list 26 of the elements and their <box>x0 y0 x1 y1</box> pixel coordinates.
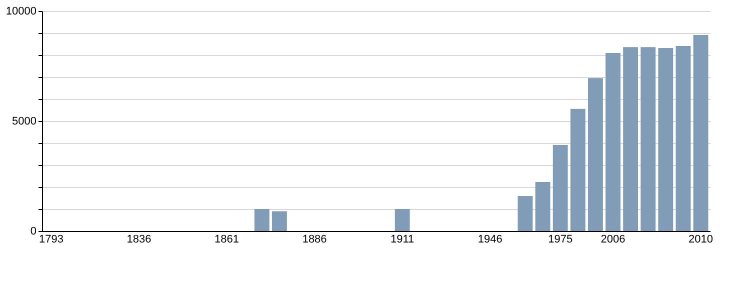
x-tick-label: 1861 <box>214 234 240 246</box>
x-tick-label: 1946 <box>478 234 502 246</box>
x-tick-label: 2010 <box>688 234 714 246</box>
bar <box>623 47 638 231</box>
y-tick-label: 5000 <box>12 116 36 128</box>
bar <box>394 209 410 231</box>
bar <box>640 47 656 231</box>
bar <box>570 108 586 231</box>
x-tick-label: 1975 <box>548 234 573 246</box>
bar <box>272 211 287 231</box>
x-tick-label: 1836 <box>126 234 152 246</box>
x-tick-label: 1886 <box>302 234 327 246</box>
bar <box>552 144 568 231</box>
bar <box>518 196 533 231</box>
bar <box>676 46 691 231</box>
bar <box>658 48 674 231</box>
y-tick-label: 10000 <box>6 6 36 18</box>
bar <box>606 53 620 231</box>
x-tick-label: 2006 <box>600 234 626 246</box>
x-tick-label: 1911 <box>390 234 414 246</box>
bar <box>535 182 550 231</box>
x-tick-label: 1793 <box>38 234 64 246</box>
bar <box>588 78 603 231</box>
y-tick-label: 0 <box>30 226 36 238</box>
bar <box>693 34 708 231</box>
bar <box>254 209 270 231</box>
